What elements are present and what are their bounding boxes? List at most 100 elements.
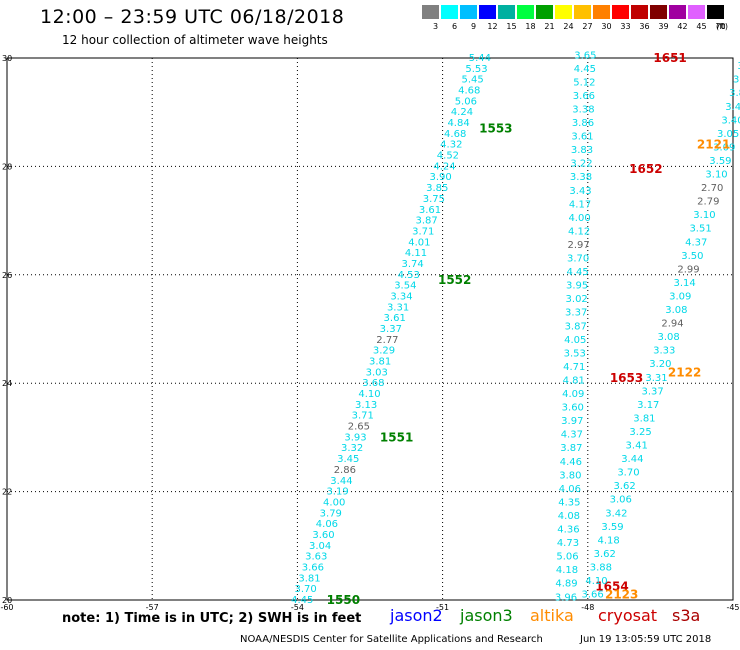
wave-height-value: 3.93 — [344, 432, 366, 443]
wave-height-value: 4.00 — [568, 213, 590, 224]
satellite-jason2: jason2 — [390, 606, 443, 625]
wave-height-value: 2.77 — [376, 335, 398, 346]
legend-swatch — [707, 5, 724, 19]
footer-note: note: 1) Time is in UTC; 2) SWH is in fe… — [62, 611, 362, 626]
legend-swatch — [422, 5, 439, 19]
legend-label: 18 — [525, 22, 536, 31]
wave-height-value: 2.94 — [661, 319, 683, 330]
wave-height-value: 3.45 — [337, 454, 359, 465]
wave-height-value: 3.61 — [419, 205, 441, 216]
legend-label: 33 — [620, 22, 631, 31]
legend-label: 15 — [506, 22, 517, 31]
legend-label: 30 — [601, 22, 612, 31]
wave-height-value: 4.53 — [398, 270, 420, 281]
wave-height-value: 3.86 — [572, 118, 594, 129]
wave-height-value: 3.31 — [387, 302, 409, 313]
wave-height-value: 4.10 — [358, 389, 380, 400]
legend-swatch — [479, 5, 496, 19]
wave-height-value: 3.05 — [717, 129, 739, 140]
wave-height-value: 3.51 — [689, 224, 711, 235]
wave-height-value: 3.38 — [572, 104, 594, 115]
wave-height-value: 3.19 — [326, 487, 348, 498]
wave-height-value: 3.20 — [649, 359, 671, 370]
satellite-jason3: jason3 — [460, 606, 513, 625]
wave-height-value: 5.06 — [455, 96, 477, 107]
wave-height-value: 3.14 — [673, 278, 695, 289]
wave-height-value: 3.09 — [713, 142, 735, 153]
wave-height-value: 3.71 — [412, 226, 434, 237]
wave-height-value: 3.61 — [571, 132, 593, 143]
wave-height-value: 3.08 — [665, 305, 687, 316]
wave-height-value: 3.17 — [637, 400, 659, 411]
wave-height-value: 3.70 — [617, 468, 639, 479]
wave-height-value: 3.59 — [601, 522, 623, 533]
wave-height-value: 3.60 — [312, 530, 334, 541]
wave-height-value: 5.44 — [469, 53, 491, 64]
wave-height-value: 4.45 — [291, 595, 313, 606]
wave-height-value: 3.81 — [729, 88, 740, 99]
wave-height-value: 3.63 — [305, 552, 327, 563]
legend-label: 24 — [563, 22, 574, 31]
wave-height-value: 3.29 — [373, 346, 395, 357]
legend-swatch — [536, 5, 553, 19]
wave-height-value: 3.71 — [352, 411, 374, 422]
wave-height-value: 2.79 — [697, 197, 719, 208]
wave-height-value: 4.09 — [562, 389, 584, 400]
wave-height-value: 3.44 — [330, 476, 352, 487]
wave-height-value: 3.74 — [401, 259, 423, 270]
y-tick-label: 30 — [2, 54, 12, 63]
wave-height-value: 4.32 — [440, 140, 462, 151]
x-tick-label: -57 — [146, 603, 159, 612]
wave-height-value: 4.81 — [563, 375, 585, 386]
wave-height-value: 3.62 — [594, 549, 616, 560]
wave-height-value: 3.70 — [567, 254, 589, 265]
wave-height-value: 3.81 — [633, 413, 655, 424]
legend-swatch — [593, 5, 610, 19]
wave-height-value: 3.02 — [566, 294, 588, 305]
legend-label: 6 — [451, 22, 458, 31]
wave-height-value: 4.18 — [597, 535, 619, 546]
wave-height-value: 3.38 — [570, 172, 592, 183]
pass-time-label: 1653 — [610, 371, 643, 385]
wave-height-value: 3.44 — [621, 454, 643, 465]
satellite-s3a: s3a — [672, 606, 701, 625]
wave-height-value: 4.84 — [447, 118, 469, 129]
x-tick-label: -54 — [291, 603, 304, 612]
wave-height-value: 3.87 — [565, 321, 587, 332]
wave-height-value: 4.06 — [316, 519, 338, 530]
wave-height-value: 4.46 — [560, 457, 582, 468]
legend-swatch — [669, 5, 686, 19]
wave-height-value: 3.87 — [415, 216, 437, 227]
wave-height-value: 4.08 — [558, 511, 580, 522]
wave-height-value: 3.32 — [341, 443, 363, 454]
wave-height-value: 3.37 — [565, 308, 587, 319]
legend-label: 3 — [432, 22, 439, 31]
legend-label: 9 — [470, 22, 477, 31]
satellite-cryosat: cryosat — [598, 606, 658, 625]
wave-height-value: 3.10 — [693, 210, 715, 221]
wave-height-value: 4.17 — [569, 199, 591, 210]
wave-height-value: 3.79 — [320, 508, 342, 519]
wave-height-value: 3.40 — [721, 115, 740, 126]
pass-time-label: 2121 — [697, 138, 730, 152]
wave-height-value: 4.18 — [556, 565, 578, 576]
wave-height-value: 5.45 — [461, 75, 483, 86]
wave-height-value: 3.85 — [426, 183, 448, 194]
legend-swatch — [631, 5, 648, 19]
wave-height-value: 3.43 — [569, 186, 591, 197]
legend-label: 27 — [582, 22, 593, 31]
wave-height-value: 3.96 — [555, 592, 577, 603]
wave-height-value: 3.70 — [294, 584, 316, 595]
pass-time-label: 2123 — [605, 588, 638, 602]
pass-time-label: 1550 — [327, 593, 360, 607]
wave-height-value: 3.08 — [657, 332, 679, 343]
wave-height-value: 3.42 — [605, 508, 627, 519]
wave-height-value: 3.88 — [590, 562, 612, 573]
wave-height-value: 4.24 — [433, 161, 455, 172]
wave-height-value: 4.05 — [564, 335, 586, 346]
y-tick-label: 20 — [2, 596, 12, 605]
wave-height-value: 3.81 — [369, 357, 391, 368]
legend-swatch — [574, 5, 591, 19]
wave-height-value: 3.54 — [394, 281, 416, 292]
